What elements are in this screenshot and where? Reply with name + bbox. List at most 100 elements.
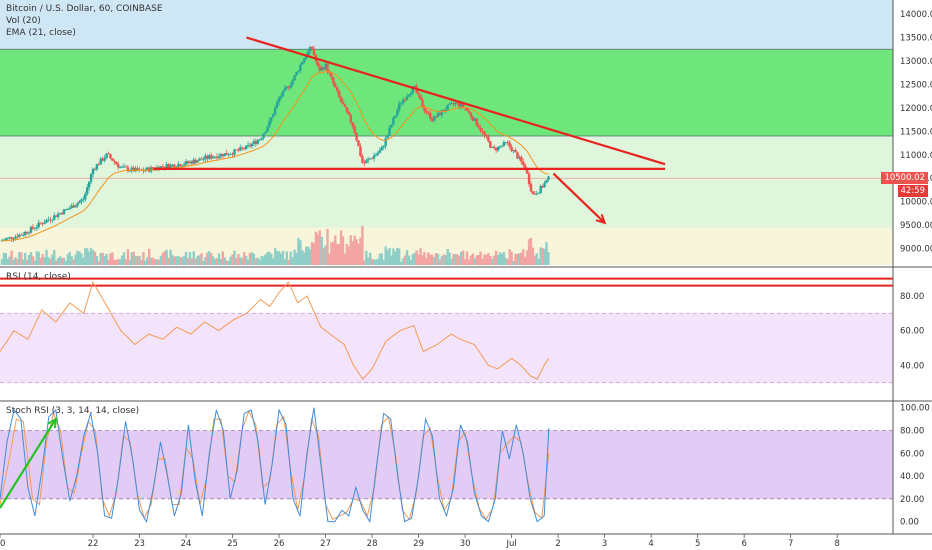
volume-bar <box>235 258 238 265</box>
candle-body <box>281 90 285 97</box>
volume-bar <box>76 250 79 265</box>
stoch-axis[interactable]: 100.00 80.00 60.00 40.00 20.00 0.00 <box>900 404 930 528</box>
volume-bar <box>194 258 197 265</box>
candle-body <box>324 63 327 70</box>
volume-bar <box>318 230 321 265</box>
volume-bar <box>353 235 356 265</box>
candle-body <box>41 223 44 225</box>
candle-body <box>510 146 513 152</box>
volume-bar <box>438 259 442 265</box>
volume-bar <box>126 249 130 265</box>
candle-body <box>109 154 112 159</box>
candle-body <box>264 131 267 134</box>
candle-body <box>291 80 294 85</box>
candle-body <box>469 112 473 117</box>
volume-bar <box>322 247 325 265</box>
volume-bar <box>436 253 440 265</box>
candle-body <box>465 107 469 111</box>
volume-bar <box>421 255 424 265</box>
volume-bar <box>430 254 434 265</box>
candle-body <box>72 205 75 208</box>
candle-body <box>237 150 240 151</box>
stoch-drawings[interactable] <box>0 417 57 509</box>
volume-bar <box>306 246 310 265</box>
candle-body <box>84 193 87 200</box>
time-axis[interactable]: 20222324252627282930Jul2345678 <box>0 534 840 549</box>
volume-bar <box>277 251 281 265</box>
volume-bar <box>262 256 265 265</box>
volume-bar <box>378 253 382 265</box>
candle-body <box>506 142 509 143</box>
candle-body <box>12 238 15 240</box>
volume-bar <box>264 254 267 265</box>
volume-bar <box>86 248 89 265</box>
candle-body <box>494 148 498 151</box>
candle-body <box>289 84 292 88</box>
price-drawings[interactable] <box>153 36 666 225</box>
candle-body <box>23 231 27 235</box>
candle-body <box>491 146 494 148</box>
volume-bar <box>413 252 416 265</box>
candle-body <box>171 164 174 166</box>
volume-bar <box>103 255 106 265</box>
candle-body <box>275 102 279 108</box>
candle-body <box>502 142 506 146</box>
candle-body <box>456 102 459 104</box>
volume-bar <box>8 256 11 265</box>
candle-body <box>508 142 511 147</box>
stoch-rsi-pane <box>0 430 893 500</box>
price-axis[interactable]: 14000.00 13500.00 13000.00 12500.00 12000.00… <box>900 10 932 255</box>
volume-bar <box>512 261 515 265</box>
pane-separators[interactable] <box>0 0 932 535</box>
candle-body <box>473 118 476 121</box>
volume-bar <box>107 259 110 265</box>
candle-body <box>250 143 254 147</box>
volume-bar <box>246 259 250 265</box>
candle-body <box>401 99 405 104</box>
volume-bar <box>463 259 467 265</box>
price-zone <box>0 49 893 137</box>
candle-body <box>306 51 310 57</box>
candle-body <box>82 199 85 201</box>
candle-body <box>399 103 403 105</box>
candle-body <box>442 110 445 112</box>
candle-body <box>322 67 325 70</box>
volume-bar <box>531 247 535 265</box>
volume-bar <box>258 259 261 265</box>
volume-bar <box>491 259 494 265</box>
volume-bar <box>372 259 376 265</box>
candle-body <box>56 213 60 217</box>
candle-body <box>283 88 287 91</box>
candle-body <box>326 63 329 73</box>
candle-body <box>151 167 155 169</box>
candle-body <box>450 103 453 105</box>
volume-bar <box>405 250 409 265</box>
candle-body <box>345 106 349 112</box>
volume-bar <box>273 248 277 265</box>
candle-body <box>244 145 248 150</box>
volume-bar <box>279 253 283 265</box>
candle-body <box>427 112 430 114</box>
candle-body <box>448 103 451 105</box>
candle-body <box>246 145 250 146</box>
candle-body <box>37 222 40 228</box>
volume-bar <box>343 253 347 265</box>
price-zone <box>0 0 893 50</box>
candle-body <box>272 114 275 118</box>
volume-bar <box>394 251 397 265</box>
candle-body <box>136 168 139 171</box>
rsi-axis[interactable]: 80.00 60.00 40.00 <box>900 292 924 371</box>
volume-bar <box>487 253 490 265</box>
candle-body <box>8 237 11 238</box>
volume-bar <box>432 257 436 265</box>
volume-bar <box>248 252 252 265</box>
candle-body <box>148 167 151 172</box>
candle-body <box>89 174 93 182</box>
candle-body <box>328 72 331 74</box>
candle-body <box>471 116 475 121</box>
volume-bar <box>374 259 378 265</box>
candle-body <box>221 154 225 157</box>
candle-body <box>368 158 372 160</box>
volume-bar <box>233 250 236 265</box>
